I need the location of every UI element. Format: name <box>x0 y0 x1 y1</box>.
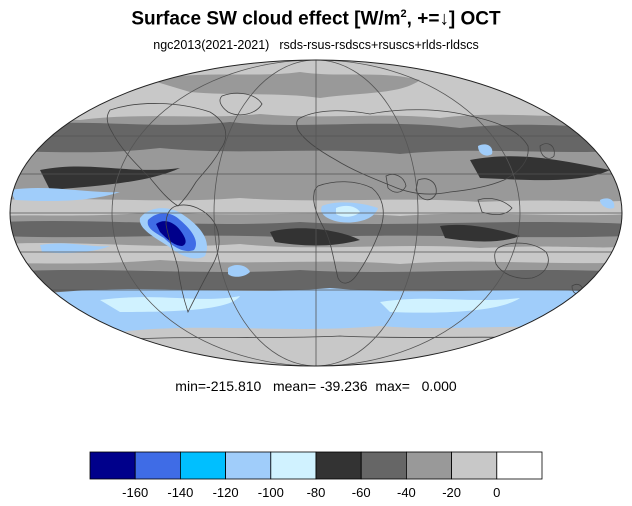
colorbar-tick-label: -140 <box>167 485 193 500</box>
mean-label: mean= <box>272 378 317 394</box>
min-label: min= <box>175 378 207 394</box>
field-atlantic-dark <box>270 228 360 246</box>
colorbar-box <box>451 451 498 480</box>
colorbar-box <box>134 451 181 480</box>
colorbar-tick-label: -20 <box>442 485 461 500</box>
globe-outline <box>9 59 623 367</box>
colorbar-box <box>270 451 317 480</box>
coast-japan <box>539 143 555 159</box>
field-s-pacific-pale <box>100 296 240 312</box>
field-sa-deep <box>156 221 186 246</box>
stats-line: min=-215.810 mean= -39.236 max= 0.000 <box>0 378 632 394</box>
field-indian-dark <box>440 224 520 242</box>
plot-subtitle: ngc2013(2021-2021) rsds-rsus-rsdscs+rsusc… <box>0 38 632 52</box>
field-s-indian-pale <box>380 298 520 313</box>
colorbar-box <box>89 451 136 480</box>
coast-arabia <box>385 174 407 193</box>
coast-india <box>415 178 437 201</box>
field-n-pacific-blue <box>10 188 120 202</box>
coast-africa <box>313 181 384 284</box>
coast-eurasia <box>296 109 529 195</box>
world-map <box>9 59 623 367</box>
plot-title: Surface SW cloud effect [W/m2, +=↓] OCT <box>131 8 501 30</box>
colorbar-tick-label: -120 <box>213 485 239 500</box>
graticule <box>10 60 622 366</box>
colorbar-box <box>225 451 272 480</box>
subtitle-model: ngc2013(2021-2021) <box>153 38 270 52</box>
colorbar-tick-label: -60 <box>352 485 371 500</box>
colorbar-box <box>405 451 452 480</box>
meridian-60 <box>213 60 419 366</box>
colorbar-ticks: -160 -140 -120 -100 -80 -60 -40 -20 0 <box>122 485 500 500</box>
coast-north-america <box>106 103 227 207</box>
colorbar-box <box>496 451 543 480</box>
field-arctic-band <box>150 72 420 98</box>
field-africa-pale <box>336 205 360 217</box>
colorbar-tick-label: -160 <box>122 485 148 500</box>
field-asia-blue <box>478 144 493 156</box>
min-value: -215.810 <box>206 378 262 394</box>
colorbar-box <box>179 451 226 480</box>
field-n-pacific-dark <box>40 166 180 190</box>
max-label: max= <box>375 378 410 394</box>
coast-indonesia <box>477 198 513 216</box>
colorbar-boxes <box>89 451 543 480</box>
meridian-120 <box>111 60 521 366</box>
subtitle-formula: rsds-rsus-rsdscs+rsuscs+rlds-rldscs <box>279 38 479 52</box>
colorbar-box <box>360 451 407 480</box>
colorbar-box <box>315 451 362 480</box>
field-w-pacific-blue <box>600 198 615 209</box>
colorbar-tick-label: -40 <box>397 485 416 500</box>
colorbar-tick-label: -80 <box>307 485 326 500</box>
max-value: 0.000 <box>421 378 457 394</box>
field-sa-south-blue <box>228 265 250 277</box>
colorbar-tick-label: -100 <box>258 485 284 500</box>
colorbar-tick-label: 0 <box>493 485 500 500</box>
field-e-pacific-blue <box>40 243 110 254</box>
mean-value: -39.236 <box>320 378 368 394</box>
coast-greenland <box>219 92 263 116</box>
coast-australia <box>494 242 549 279</box>
